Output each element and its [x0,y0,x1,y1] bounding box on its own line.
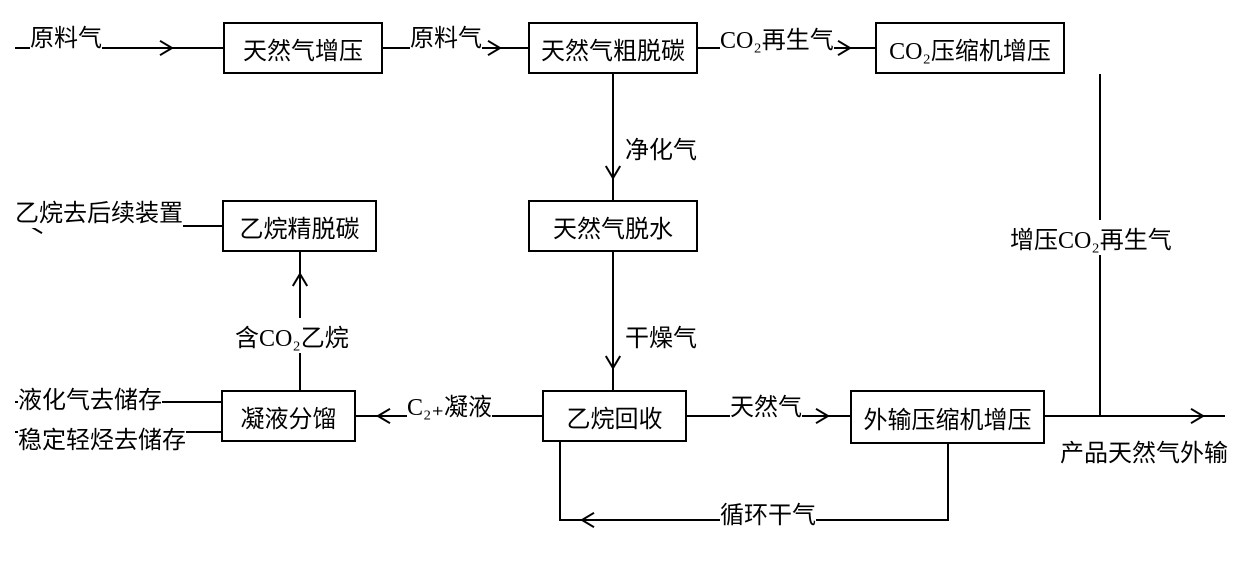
node-ethane-finedec: 乙烷精脱碳 [222,200,377,252]
node-label: 天然气脱水 [553,209,673,244]
label-c2-cond: C₂₊凝液 [407,387,492,422]
label-ethane-out: 乙烷去后续装置 [15,193,183,228]
label-product-out: 产品天然气外输 [1060,433,1228,468]
node-label: 天然气粗脱碳 [541,31,685,66]
node-label: 乙烷回收 [567,399,663,434]
edges-layer [0,0,1240,571]
node-label: CO₂压缩机增压 [889,31,1051,66]
label-co2-ethane: 含CO₂乙烷 [235,318,349,353]
node-export-compress: 外输压缩机增压 [850,390,1045,444]
label-co2-regen: CO₂再生气 [720,20,834,55]
label-purified: 净化气 [625,130,697,165]
label-recycle: 循环干气 [720,495,816,530]
node-ng-dehydrate: 天然气脱水 [528,200,698,252]
label-dry-gas: 干燥气 [625,318,697,353]
label-feed-mid: 原料气 [410,18,482,53]
node-co2-compress: CO₂压缩机增压 [875,22,1065,74]
node-label: 凝液分馏 [241,399,337,434]
label-feed-in: 原料气 [30,18,102,53]
node-ethane-recover: 乙烷回收 [542,390,687,442]
node-label: 天然气增压 [243,31,363,66]
node-condensate-frac: 凝液分馏 [221,390,356,442]
label-light-hc: 稳定轻烃去储存 [18,420,186,455]
label-natgas: 天然气 [730,387,802,422]
node-label: 乙烷精脱碳 [240,209,360,244]
label-lpg: 液化气去储存 [18,380,162,415]
label-boost-regen: 增压CO₂再生气 [1010,220,1172,255]
flowchart-canvas: 天然气增压 天然气粗脱碳 CO₂压缩机增压 天然气脱水 乙烷精脱碳 乙烷回收 凝… [0,0,1240,571]
node-label: 外输压缩机增压 [864,400,1032,435]
node-ng-boost: 天然气增压 [223,22,383,74]
node-ng-coarse-dec: 天然气粗脱碳 [528,22,698,74]
